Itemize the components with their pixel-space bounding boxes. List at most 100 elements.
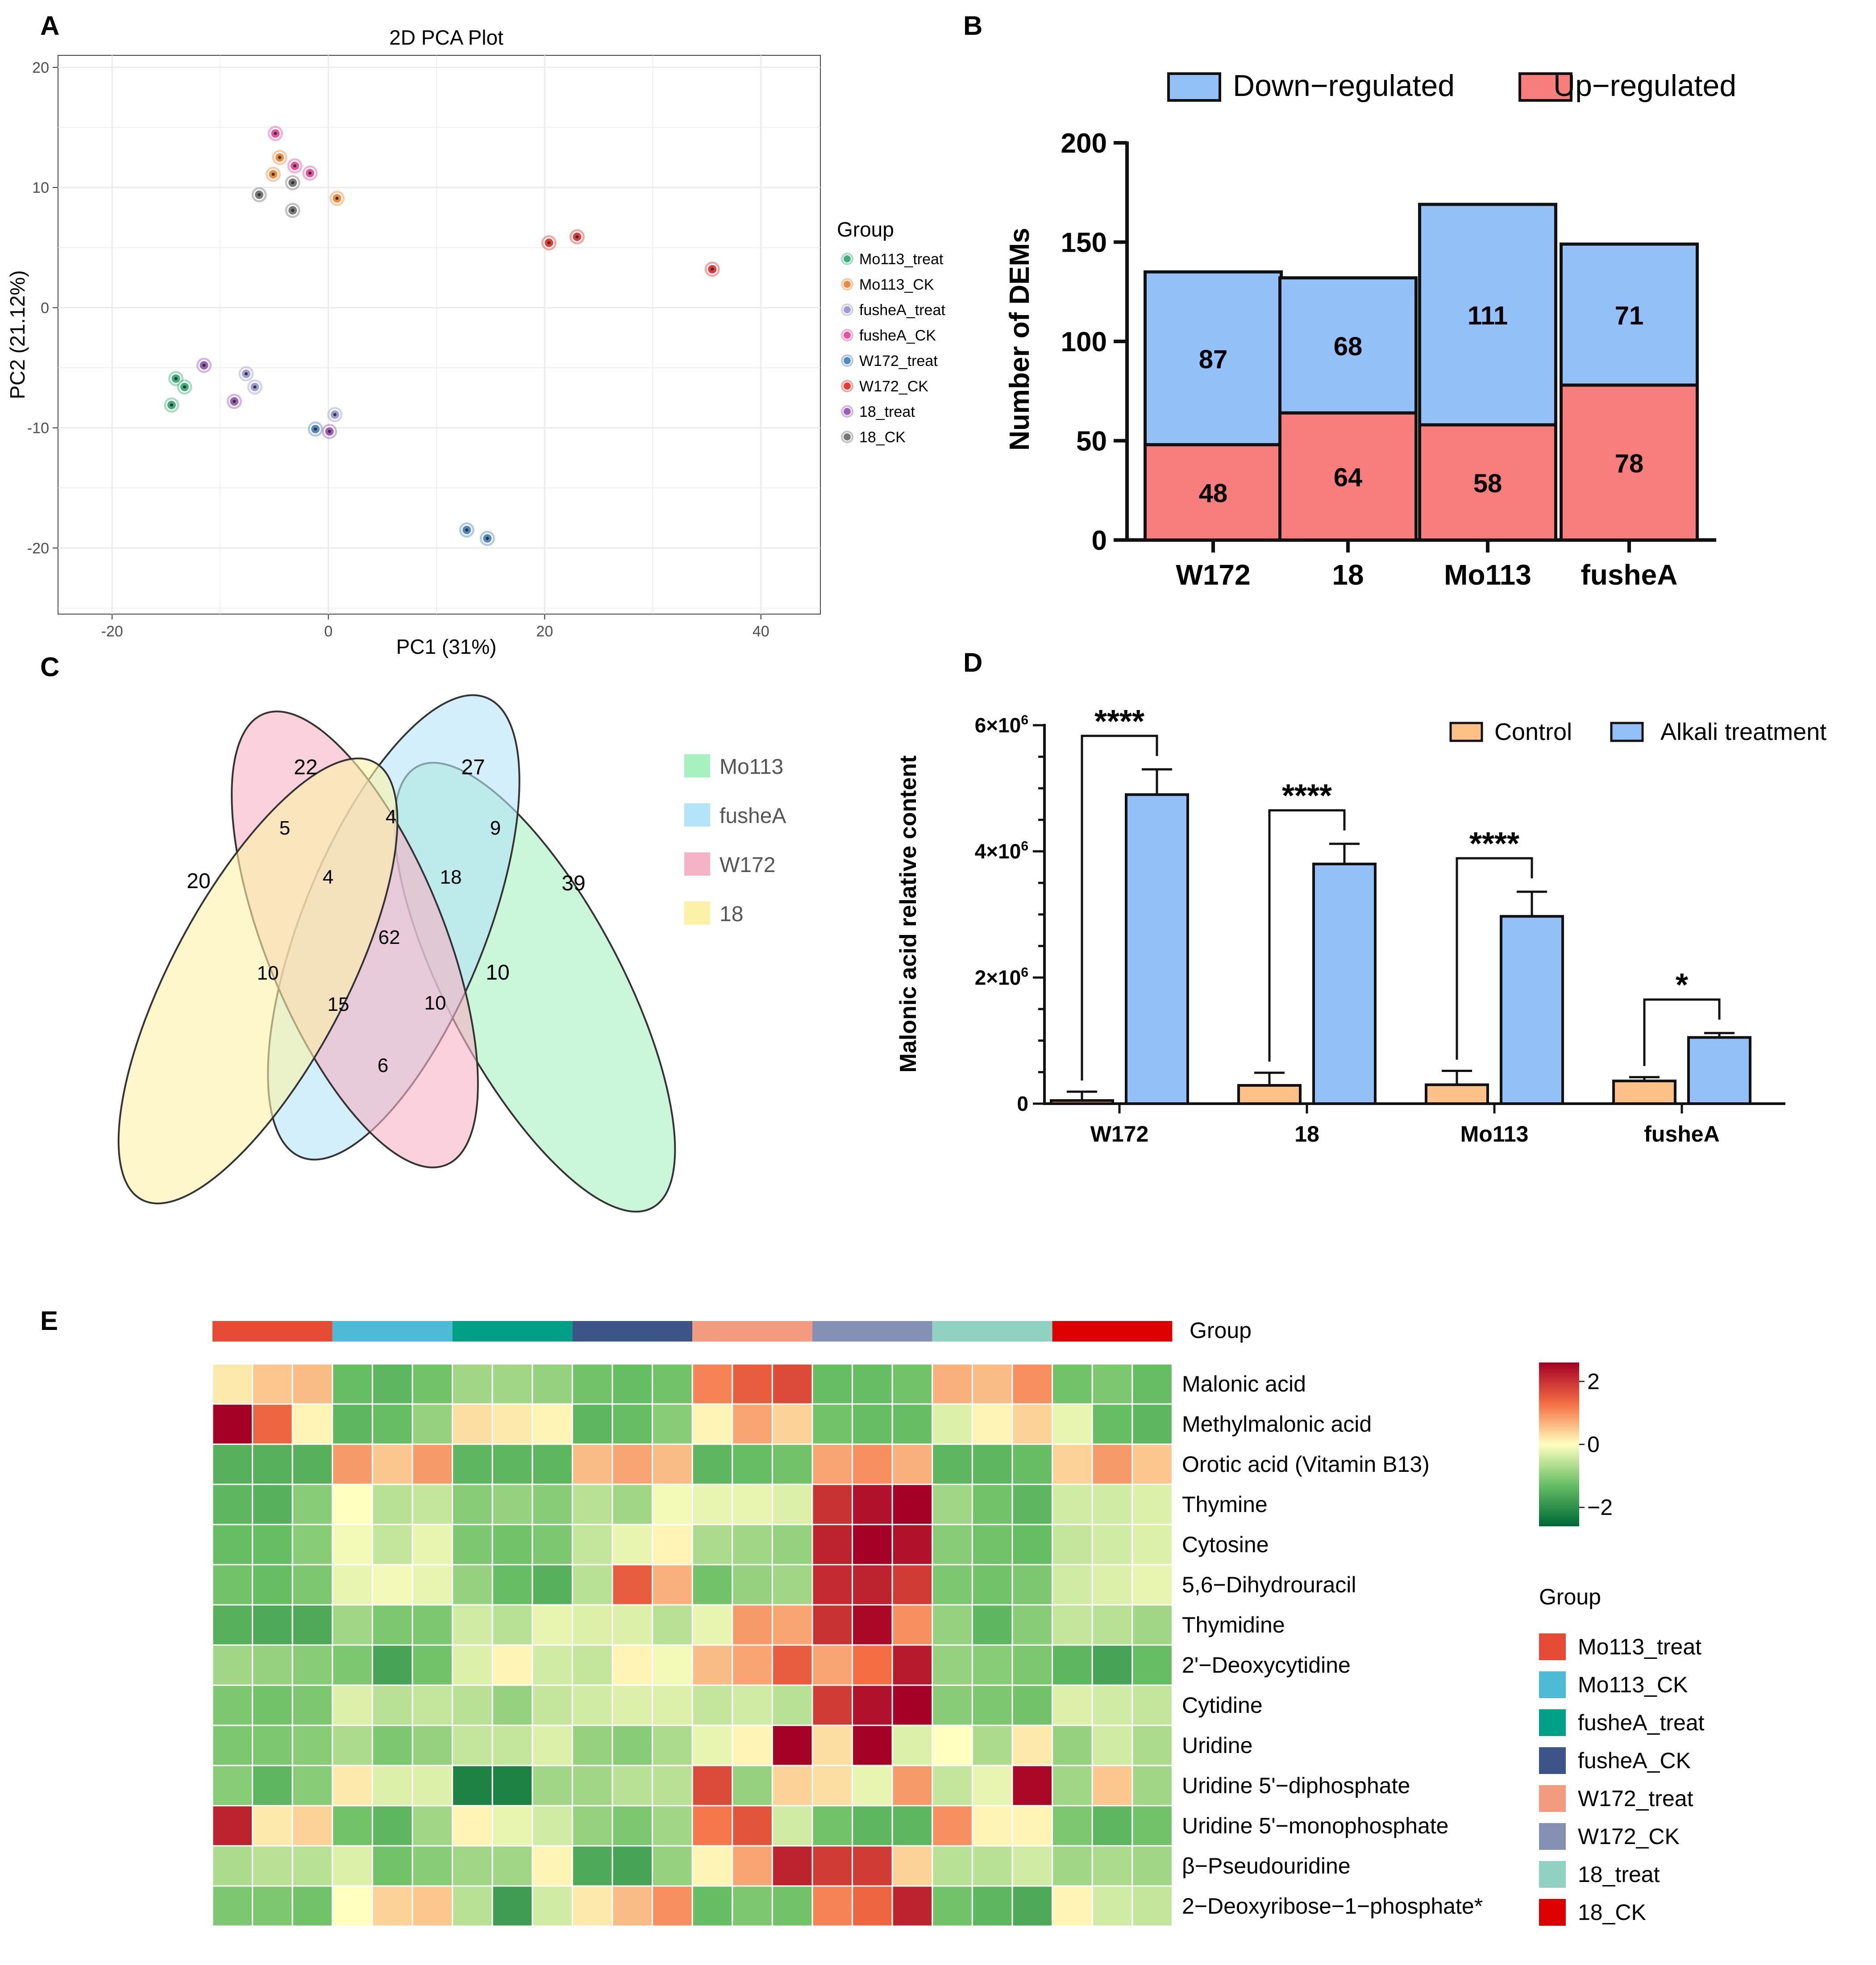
pca-point-center <box>183 385 186 389</box>
malonic-significance-bracket <box>1081 735 1158 1081</box>
malonic-significance-label: * <box>1676 968 1688 1003</box>
heatmap-cell <box>732 1524 773 1566</box>
heatmap-cell <box>852 1765 893 1807</box>
heatmap-cell <box>332 1885 373 1927</box>
heatmap-cell <box>732 1724 773 1766</box>
heatmap-cell <box>412 1443 453 1485</box>
heatmap-cell <box>212 1644 254 1686</box>
heatmap-cell <box>1091 1564 1133 1606</box>
heatmap-cell <box>852 1805 893 1847</box>
heatmap-cell <box>452 1403 493 1445</box>
heatmap-group-bar <box>452 1321 573 1342</box>
heatmap-cell <box>691 1564 733 1606</box>
panel-label-e: E <box>40 1306 58 1336</box>
heatmap-cell <box>771 1483 813 1525</box>
dems-bar-up <box>1278 411 1418 542</box>
heatmap-cell <box>932 1403 973 1445</box>
pca-title: 2D PCA Plot <box>389 26 503 49</box>
heatmap-cell <box>932 1443 973 1485</box>
pca-x-tick-label: -20 <box>101 623 123 640</box>
pca-legend-key <box>843 331 852 340</box>
heatmap-cell <box>252 1524 293 1566</box>
heatmap-cell <box>371 1564 413 1606</box>
heatmap-cell <box>852 1684 893 1726</box>
heatmap-cell <box>771 1564 813 1606</box>
heatmap-cell <box>532 1524 573 1566</box>
heatmap-cell <box>212 1885 254 1927</box>
heatmap-cell <box>452 1845 493 1887</box>
heatmap-cell <box>691 1403 733 1445</box>
venn-legend-key <box>684 803 710 827</box>
heatmap-cell <box>852 1403 893 1445</box>
heatmap-cell <box>1011 1845 1053 1887</box>
dems-bar-down-label: 111 <box>1468 301 1508 330</box>
heatmap-cell <box>571 1644 613 1686</box>
malonic-y-tick-label: 4×106 <box>975 839 1028 863</box>
heatmap-cell <box>371 1443 413 1485</box>
heatmap-cell <box>971 1363 1013 1405</box>
heatmap-cell <box>1011 1805 1053 1847</box>
heatmap-row-label: Orotic acid (Vitamin B13) <box>1182 1452 1430 1477</box>
heatmap-cell <box>212 1443 254 1485</box>
heatmap-cell <box>371 1483 413 1525</box>
heatmap-cell <box>971 1524 1013 1566</box>
heatmap-cell <box>932 1684 973 1726</box>
heatmap-cell <box>1131 1684 1173 1726</box>
heatmap-cell <box>852 1845 893 1887</box>
pca-point-center <box>278 156 282 159</box>
heatmap-cell <box>1091 1524 1133 1566</box>
heatmap-cell <box>491 1604 533 1646</box>
heatmap-legend-label: Mo113_treat <box>1578 1634 1701 1659</box>
heatmap-cell <box>652 1604 693 1646</box>
heatmap-cell <box>932 1885 973 1927</box>
malonic-legend-key <box>1610 722 1644 742</box>
heatmap-cell <box>932 1724 973 1766</box>
heatmap-cell <box>532 1644 573 1686</box>
heatmap-row-label: Uridine 5'−monophosphate <box>1182 1813 1448 1838</box>
heatmap-cell <box>932 1524 973 1566</box>
malonic-significance-label: **** <box>1094 704 1144 739</box>
heatmap-colorbar-label: −2 <box>1587 1495 1613 1520</box>
heatmap-cell <box>1131 1845 1173 1887</box>
heatmap-cell <box>491 1564 533 1606</box>
heatmap-cell <box>1052 1443 1093 1485</box>
dems-category-label: W172 <box>1176 559 1250 591</box>
venn-legend-key <box>684 901 710 925</box>
heatmap-cell <box>1011 1604 1053 1646</box>
heatmap-cell <box>571 1604 613 1646</box>
heatmap-row-label: 2−Deoxyribose−1−phosphate* <box>1182 1894 1483 1919</box>
heatmap-cell <box>1011 1644 1053 1686</box>
heatmap-cell <box>291 1564 333 1606</box>
heatmap-cell <box>971 1443 1013 1485</box>
heatmap-cell <box>652 1644 693 1686</box>
heatmap-cell <box>732 1604 773 1646</box>
heatmap-cell <box>532 1684 573 1726</box>
pca-x-tick-label: 40 <box>753 623 770 640</box>
heatmap-cell <box>212 1845 254 1887</box>
pca-legend-key <box>843 356 852 365</box>
heatmap-cell <box>652 1524 693 1566</box>
pca-point-center <box>308 171 312 175</box>
heatmap-cell <box>811 1524 853 1566</box>
heatmap-cell <box>532 1564 573 1606</box>
dems-bar-down <box>1560 242 1699 387</box>
heatmap-cell <box>771 1684 813 1726</box>
heatmap-cell <box>532 1724 573 1766</box>
heatmap-cell <box>1091 1604 1133 1646</box>
dems-stacked-bar-panel: 0 50 100 150 200 Number of DEMs 48 87 W172 64 68 18… <box>1004 69 1736 591</box>
heatmap-cell <box>491 1524 533 1566</box>
heatmap-cell <box>1131 1403 1173 1445</box>
heatmap-cell <box>212 1483 254 1525</box>
heatmap-cell <box>971 1805 1013 1847</box>
heatmap-cell <box>491 1765 533 1807</box>
heatmap-legend-key <box>1539 1823 1566 1850</box>
heatmap-cell <box>891 1363 933 1405</box>
heatmap-cell <box>652 1564 693 1606</box>
heatmap-cell <box>691 1604 733 1646</box>
heatmap-cell <box>652 1684 693 1726</box>
heatmap-cell <box>452 1885 493 1927</box>
pca-point-center <box>245 372 248 376</box>
heatmap-cell <box>1131 1765 1173 1807</box>
heatmap-cell <box>1011 1684 1053 1726</box>
heatmap-cell <box>452 1724 493 1766</box>
